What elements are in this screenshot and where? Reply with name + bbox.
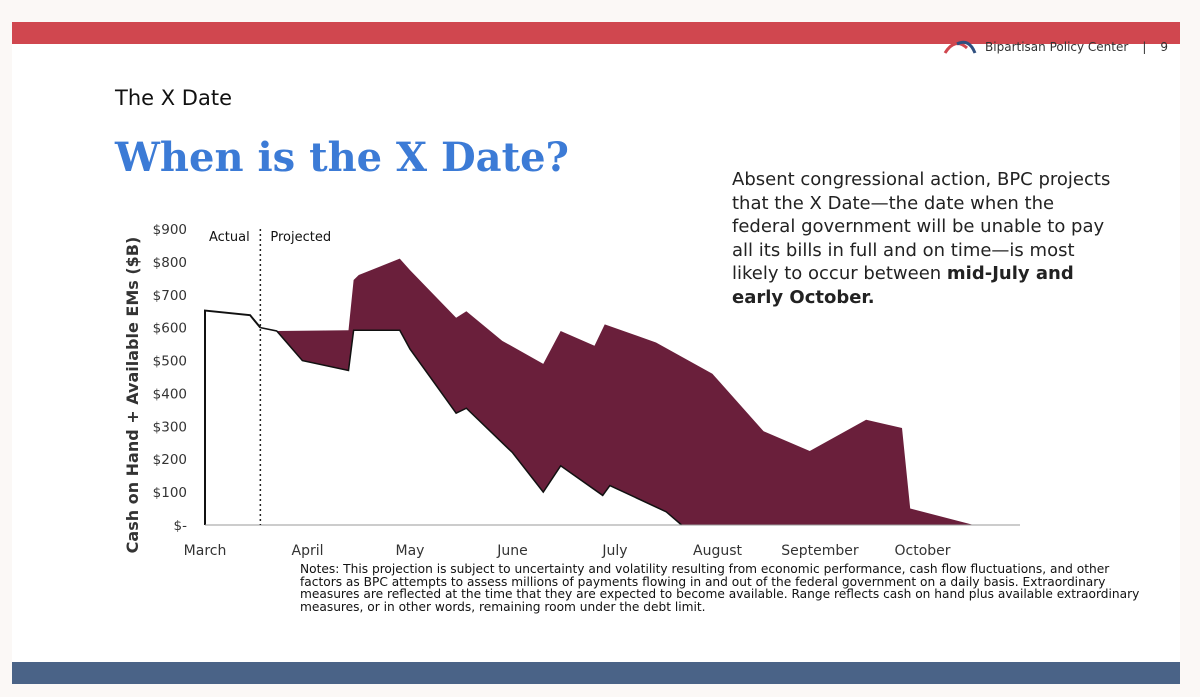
x-tick-label: March [184, 543, 227, 559]
actual-line [204, 309, 262, 525]
org-name: Bipartisan Policy Center [985, 40, 1129, 54]
y-tick-label: $900 [153, 222, 187, 238]
bpc-arch-logo-icon [943, 40, 977, 54]
summary-text: Absent congressional action, BPC project… [732, 168, 1122, 309]
y-tick-label: $700 [153, 288, 187, 304]
x-tick-label: September [781, 543, 859, 559]
y-tick-label: $300 [153, 419, 187, 435]
y-tick-label: $400 [153, 386, 187, 402]
summary-text-plain: Absent congressional action, BPC project… [732, 169, 1111, 284]
x-tick-label: June [496, 543, 528, 559]
main-title: When is the X Date? [115, 134, 569, 181]
header-logo: Bipartisan Policy Center | 9 [943, 40, 1168, 54]
x-tick-label: August [693, 543, 743, 559]
chart-notes: Notes: This projection is subject to unc… [300, 562, 1140, 614]
page-number: 9 [1160, 40, 1168, 54]
summary-text-bold: mid-July and early October. [732, 263, 1074, 308]
top-color-bar [12, 22, 1180, 44]
section-title: The X Date [115, 86, 232, 110]
projected-lower-line [260, 326, 683, 526]
header-separator: | [1142, 40, 1147, 54]
x-tick-label: April [292, 543, 324, 559]
y-axis-title: Cash on Hand + Available EMs ($B) [123, 237, 142, 554]
y-tick-label: $- [174, 518, 188, 534]
x-tick-label: May [396, 543, 425, 559]
annotation-projected: Projected [270, 230, 331, 245]
bottom-color-bar [12, 662, 1180, 684]
y-tick-label: $500 [153, 354, 187, 370]
x-tick-label: July [601, 543, 627, 559]
x-tick-label: October [894, 543, 950, 559]
projected-range-area [260, 258, 974, 525]
y-tick-label: $600 [153, 321, 187, 337]
y-tick-label: $200 [153, 452, 187, 468]
y-tick-label: $800 [153, 255, 187, 271]
y-tick-label: $100 [153, 485, 187, 501]
annotation-actual: Actual [209, 230, 250, 245]
